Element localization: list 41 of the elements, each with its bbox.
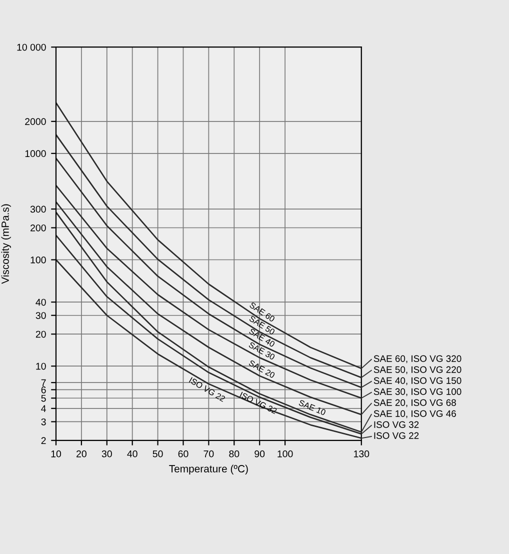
x-tick-label: 70 <box>204 450 214 458</box>
x-tick-label: 90 <box>254 450 265 458</box>
x-tick-label: 10 <box>51 450 62 458</box>
legend-label: ISO VG 32 <box>374 421 419 428</box>
x-tick-label: 80 <box>229 450 240 458</box>
legend-label: SAE 40, ISO VG 150 <box>374 377 462 386</box>
x-tick-label: 30 <box>102 450 112 458</box>
y-tick-label: 30 <box>36 312 46 319</box>
y-axis-title: Viscosity (mPa.s) <box>1 204 11 284</box>
y-tick-label: 10 <box>36 362 46 370</box>
annotation: ISO VG 22 <box>188 377 226 402</box>
y-tick-label: 20 <box>36 330 46 338</box>
y-tick-label: 6 <box>41 386 46 394</box>
x-tick-label: 130 <box>354 450 370 458</box>
legend-label: SAE 30, ISO VG 100 <box>374 388 462 396</box>
y-tick-label: 3 <box>41 418 46 426</box>
y-tick-label: 100 <box>30 256 46 264</box>
legend-label: ISO VG 22 <box>374 432 419 439</box>
x-tick-label: 50 <box>152 450 163 458</box>
y-tick-label: 4 <box>41 405 46 412</box>
legend-label: SAE 50, ISO VG 220 <box>374 366 462 374</box>
annotation: ISO VG 32 <box>239 392 278 414</box>
x-tick-label: 60 <box>178 450 188 458</box>
annotation: SAE 20 <box>248 360 276 378</box>
x-tick-label: 40 <box>127 450 138 458</box>
annotation: SAE 10 <box>298 400 326 416</box>
y-tick-label: 5 <box>41 394 46 402</box>
y-tick-label: 2 <box>41 437 46 444</box>
y-tick-label: 40 <box>36 298 46 306</box>
y-tick-label: 2000 <box>25 118 46 126</box>
y-tick-label: 10 000 <box>17 44 46 51</box>
legend-label: SAE 20, ISO VG 68 <box>374 399 456 408</box>
series-label: SAE 10, ISO VG 46 <box>374 410 456 418</box>
y-tick-label: 1000 <box>25 150 46 158</box>
x-tick-label: 100 <box>278 450 293 458</box>
y-tick-label: 200 <box>30 224 46 232</box>
y-tick-label: 7 <box>41 379 46 386</box>
legend-label: SAE 60, ISO VG 320 <box>374 355 462 364</box>
y-tick-label: 300 <box>30 206 46 213</box>
x-tick-label: 20 <box>76 450 86 458</box>
x-axis-title: Temperature (ºC) <box>169 464 248 474</box>
